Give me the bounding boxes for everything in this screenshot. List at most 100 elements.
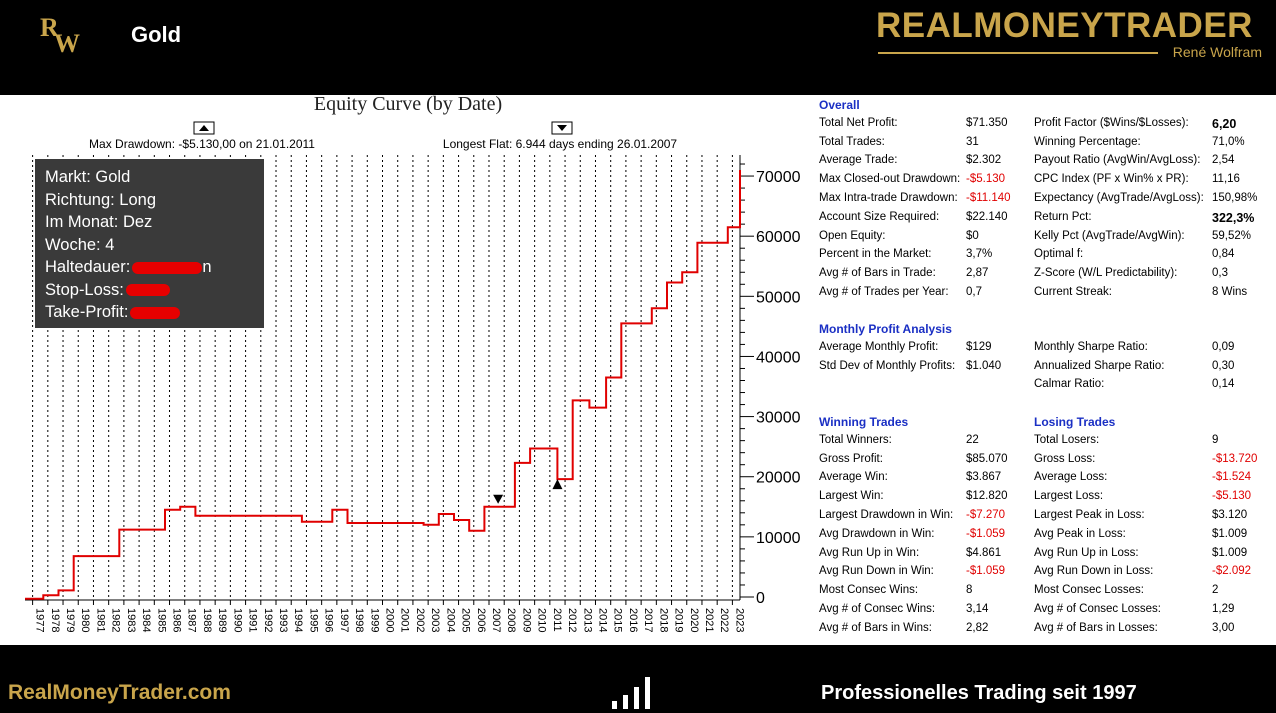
- stat-label: Annualized Sharpe Ratio:: [1034, 359, 1165, 372]
- x-tick-label: 1983: [125, 608, 137, 632]
- stat-value: 150,98%: [1212, 192, 1258, 204]
- stat-label: Largest Win:: [819, 490, 884, 503]
- longest-flat-annotation: Longest Flat: 6.944 days ending 26.01.20…: [443, 121, 678, 151]
- stat-value: 59,52%: [1212, 229, 1252, 242]
- stat-value: 3,14: [966, 603, 989, 615]
- x-tick-label: 1982: [110, 608, 122, 632]
- longest-flat-label: Longest Flat: 6.944 days ending 26.01.20…: [443, 137, 678, 151]
- y-tick-label: 10000: [756, 530, 801, 547]
- stat-label: Percent in the Market:: [819, 248, 932, 261]
- x-tick-label: 1985: [155, 608, 167, 632]
- stat-label: Avg # of Consec Losses:: [1034, 603, 1161, 615]
- x-tick-label: 1989: [216, 608, 228, 632]
- stat-label: Avg Peak in Loss:: [1034, 527, 1126, 540]
- stat-label: Z-Score (W/L Predictability):: [1034, 267, 1178, 280]
- x-tick-label: 1987: [186, 608, 198, 632]
- equity-line: [25, 170, 741, 600]
- stat-label: Monthly Sharpe Ratio:: [1034, 340, 1148, 353]
- x-tick-label: 2016: [627, 608, 639, 632]
- page-title: Gold: [131, 22, 182, 47]
- section-heading-monthly: Monthly Profit Analysis: [819, 322, 952, 336]
- footer-website[interactable]: RealMoneyTrader.com: [8, 681, 231, 704]
- x-tick-label: 1996: [323, 608, 335, 632]
- info-take-profit-label: Take-Profit:: [45, 303, 129, 321]
- info-haltedauer-suffix: n: [202, 258, 212, 276]
- stat-label: Open Equity:: [819, 229, 886, 242]
- stat-value: 3,00: [1212, 621, 1235, 634]
- stat-label: Winning Percentage:: [1034, 135, 1141, 148]
- stat-label: Calmar Ratio:: [1034, 378, 1105, 391]
- stat-value: $85.070: [966, 452, 1008, 465]
- stat-label: Profit Factor ($Wins/$Losses):: [1034, 116, 1189, 129]
- stat-label: Total Trades:: [819, 135, 885, 148]
- stat-value: $2.302: [966, 154, 1002, 167]
- stat-label: Avg # of Bars in Trade:: [819, 267, 936, 280]
- stat-label: Largest Loss:: [1034, 490, 1104, 503]
- stat-label: Largest Drawdown in Win:: [819, 509, 954, 521]
- redaction-mark: [132, 261, 203, 274]
- stat-label: Current Streak:: [1034, 286, 1112, 298]
- stat-label: Average Monthly Profit:: [819, 340, 939, 353]
- stat-value: 2,54: [1212, 154, 1235, 167]
- stat-label: Avg Run Down in Loss:: [1034, 565, 1154, 578]
- x-tick-label: 2006: [475, 608, 487, 632]
- redaction-mark: [125, 284, 170, 297]
- stat-value: 2,87: [966, 267, 989, 280]
- stat-label: Average Win:: [819, 471, 888, 484]
- stat-value: 8 Wins: [1212, 286, 1248, 298]
- stat-value: -$1.524: [1212, 471, 1252, 484]
- x-tick-label: 1992: [262, 608, 274, 632]
- stat-label: Avg Run Up in Win:: [819, 546, 920, 559]
- stat-label: Payout Ratio (AvgWin/AvgLoss):: [1034, 154, 1201, 167]
- stat-label: Avg # of Trades per Year:: [819, 286, 949, 298]
- up-arrow-icon: [199, 125, 209, 131]
- stat-value: -$5.130: [1212, 490, 1252, 503]
- stat-value: 2: [1212, 584, 1219, 597]
- stat-value: -$13.720: [1212, 452, 1258, 465]
- stat-value: 31: [966, 135, 979, 148]
- down-arrow-icon: [557, 125, 567, 131]
- stat-label: Max Intra-trade Drawdown:: [819, 192, 958, 204]
- stat-value: $12.820: [966, 490, 1008, 503]
- max-drawdown-label: Max Drawdown: -$5.130,00 on 21.01.2011: [89, 137, 315, 151]
- info-markt: Markt: Gold: [45, 168, 131, 186]
- x-tick-label: 2022: [718, 608, 730, 632]
- stat-label: Avg # of Bars in Wins:: [819, 621, 932, 634]
- footer: RealMoneyTrader.com Professionelles Trad…: [0, 645, 1276, 713]
- x-tick-label: 2014: [596, 608, 608, 632]
- stat-label: Total Net Profit:: [819, 116, 898, 129]
- svg-text:W: W: [54, 29, 80, 54]
- stat-value: 0,84: [1212, 248, 1235, 261]
- brand-name: REALMONEYTRADER: [876, 6, 1253, 45]
- stat-value: -$1.059: [966, 527, 1006, 540]
- stat-value: 9: [1212, 433, 1219, 446]
- header: R W Gold REALMONEYTRADER René Wolfram: [0, 0, 1276, 95]
- y-tick-label: 70000: [756, 169, 801, 186]
- stat-value: 6,20: [1212, 116, 1237, 131]
- stat-label: Total Winners:: [819, 433, 892, 446]
- info-haltedauer-label: Haltedauer:: [45, 258, 131, 276]
- x-tick-label: 2009: [520, 608, 532, 632]
- x-tick-label: 1977: [34, 608, 46, 632]
- x-tick-label: 1986: [171, 608, 183, 632]
- redaction-mark: [130, 306, 181, 319]
- x-tick-label: 2018: [657, 608, 669, 632]
- stat-label: Largest Peak in Loss:: [1034, 509, 1145, 521]
- stat-label: Optimal f:: [1034, 248, 1084, 261]
- brand-logo: REALMONEYTRADER René Wolfram: [876, 6, 1264, 64]
- content-area: 1977 1978 1979 1980 1981 1982 1983 1984 1985 1986…: [0, 95, 1276, 645]
- x-tick-label: 2019: [673, 608, 685, 632]
- stat-label: Expectancy (AvgTrade/AvgLoss):: [1034, 192, 1204, 204]
- stat-label: Most Consec Wins:: [819, 584, 919, 597]
- x-tick-label: 1999: [368, 608, 380, 632]
- section-heading-winning: Winning Trades: [819, 415, 909, 429]
- x-tick-label: 2017: [642, 608, 654, 632]
- stat-value: 0,30: [1212, 359, 1235, 372]
- stat-value: 3,7%: [966, 248, 993, 261]
- x-tick-label: 2010: [536, 608, 548, 632]
- x-tick-label: 2023: [733, 608, 745, 632]
- x-tick-label: 1998: [353, 608, 365, 632]
- footer-tagline: Professionelles Trading seit 1997: [821, 682, 1137, 704]
- stat-value: $1.040: [966, 359, 1002, 372]
